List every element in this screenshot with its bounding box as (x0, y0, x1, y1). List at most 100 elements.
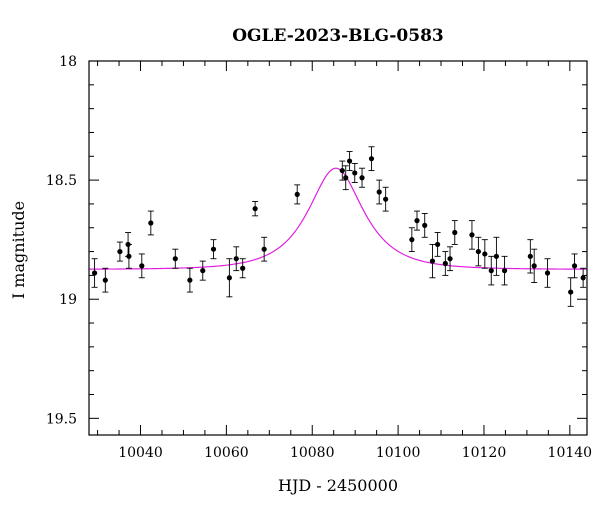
data-point (147, 210, 154, 236)
data-point (421, 213, 428, 238)
point-marker (571, 263, 578, 269)
point-marker (580, 275, 586, 281)
point-marker (368, 156, 375, 162)
point-marker (422, 222, 428, 228)
data-point (199, 260, 206, 281)
y-tick-label: 19 (59, 292, 77, 308)
point-marker (469, 232, 475, 238)
data-point (442, 251, 449, 276)
data-point (475, 236, 482, 267)
point-marker (252, 206, 258, 212)
x-tick-label: 10100 (376, 445, 421, 461)
data-point (376, 179, 383, 205)
point-marker (568, 289, 574, 295)
model-curve (89, 167, 587, 270)
data-point (493, 236, 500, 276)
point-marker (187, 277, 193, 283)
data-point (102, 267, 109, 293)
axis-tick-labels: 10040 10060 10080 10100 10120 10140 18 18.5 19 19… (46, 54, 592, 461)
data-point (447, 246, 454, 272)
data-point (339, 160, 346, 181)
plot-frame (88, 60, 588, 436)
point-marker (343, 175, 349, 181)
x-tick-label: 10060 (204, 445, 249, 461)
point-marker (493, 253, 500, 259)
data-point (571, 253, 578, 279)
point-marker (527, 253, 533, 259)
point-marker (475, 248, 481, 255)
data-point (226, 258, 233, 298)
chart-title: OGLE-2023-BLG-0583 (232, 26, 444, 46)
point-marker (435, 241, 441, 248)
data-point (91, 258, 98, 288)
point-marker (240, 265, 246, 271)
point-marker (414, 218, 420, 224)
data-point (580, 267, 587, 288)
data-point (359, 167, 366, 188)
point-marker (429, 258, 436, 264)
data-point (261, 236, 268, 262)
x-tick-label: 10140 (548, 445, 593, 461)
point-marker (383, 196, 389, 202)
data-point (501, 255, 508, 286)
point-marker (501, 268, 508, 274)
x-tick-label: 10040 (118, 445, 163, 461)
point-marker (294, 191, 300, 198)
point-marker (261, 246, 267, 252)
point-marker (339, 167, 345, 174)
data-point (488, 255, 495, 286)
data-point (239, 258, 246, 279)
data-point (544, 258, 551, 288)
point-marker (442, 260, 448, 267)
data-point (342, 165, 349, 191)
point-marker (102, 277, 108, 283)
data-point (125, 243, 132, 269)
data-point (408, 227, 415, 253)
data-point (252, 201, 259, 217)
data-point (233, 246, 240, 272)
point-marker (126, 253, 132, 259)
data-point (294, 184, 301, 205)
data-point (451, 220, 458, 245)
point-marker (148, 220, 154, 226)
data-point (382, 186, 389, 212)
data-point (368, 146, 375, 172)
point-marker (233, 256, 239, 262)
point-marker (352, 170, 358, 176)
data-point (186, 267, 193, 293)
point-marker (172, 256, 178, 262)
point-marker (482, 251, 488, 257)
y-axis-label: I magnitude (9, 201, 28, 299)
point-marker (200, 268, 206, 274)
data-point (210, 239, 217, 260)
data-points (91, 146, 587, 307)
point-marker (531, 263, 537, 269)
x-axis-label: HJD - 2450000 (278, 476, 398, 495)
point-marker (447, 256, 453, 262)
data-point (138, 253, 145, 279)
y-tick-label: 19.5 (46, 411, 77, 427)
point-marker (359, 175, 365, 181)
data-point (567, 277, 574, 307)
data-point (468, 220, 475, 250)
point-marker (117, 248, 123, 255)
data-point (527, 239, 534, 274)
data-point (413, 210, 420, 231)
x-tick-label: 10120 (462, 445, 507, 461)
data-point (429, 243, 436, 279)
data-point (351, 162, 358, 183)
x-tick-label: 10080 (290, 445, 335, 461)
axis-ticks (89, 60, 587, 435)
point-marker (488, 268, 494, 274)
point-marker (409, 237, 415, 243)
data-point (434, 232, 441, 257)
point-marker (452, 229, 458, 236)
point-marker (226, 275, 232, 281)
data-point (116, 241, 123, 262)
data-point (481, 239, 488, 269)
point-marker (346, 158, 353, 164)
data-point (531, 248, 538, 283)
point-marker (376, 189, 382, 195)
data-point (172, 248, 179, 269)
